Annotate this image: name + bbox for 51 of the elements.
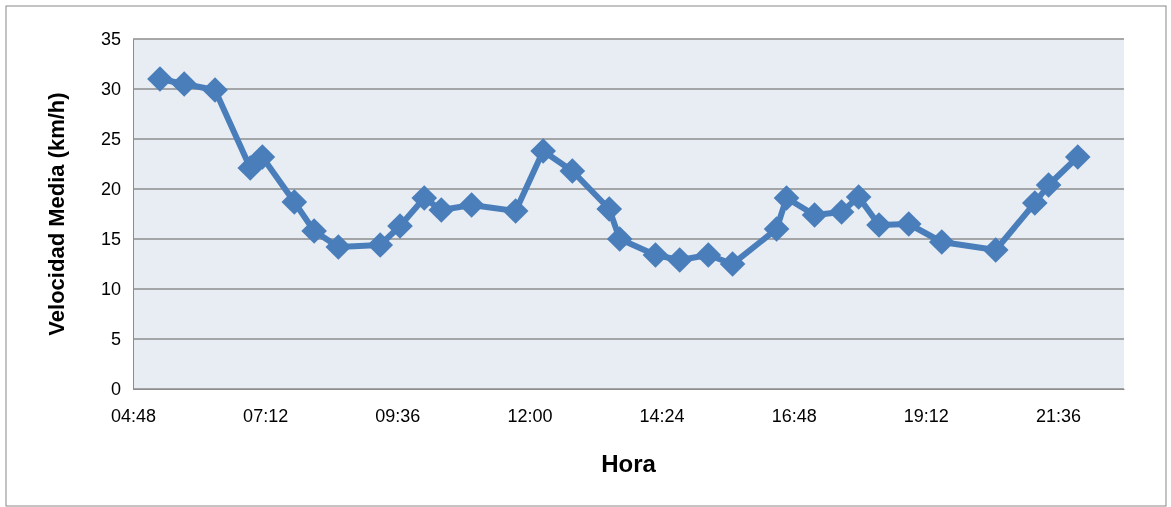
point <box>411 185 438 211</box>
y-tick-label: 5 <box>110 329 121 350</box>
x-tick-label: 21:36 <box>1035 405 1081 426</box>
point <box>596 196 623 222</box>
x-tick-label: 09:36 <box>375 405 421 426</box>
y-axis-title: Velocidad Media (km/h) <box>44 92 69 336</box>
y-tick-label: 20 <box>100 179 121 200</box>
y-tick-label: 25 <box>100 129 121 150</box>
x-tick-label: 19:12 <box>903 405 949 426</box>
point <box>719 251 746 277</box>
point <box>281 189 308 215</box>
point <box>1035 172 1062 198</box>
point <box>866 212 892 238</box>
point <box>428 197 455 223</box>
point <box>666 247 693 273</box>
point <box>895 211 922 237</box>
point <box>502 198 529 224</box>
point <box>530 138 556 164</box>
x-tick-label: 16:48 <box>771 405 817 426</box>
y-tick-label: 30 <box>100 79 121 100</box>
point <box>928 229 955 255</box>
point <box>325 234 352 260</box>
point <box>458 192 485 218</box>
point <box>202 77 228 103</box>
x-tick-label: 12:00 <box>507 405 553 426</box>
point <box>763 216 790 242</box>
point <box>249 144 276 170</box>
point <box>845 184 872 210</box>
point <box>301 218 327 244</box>
y-tick-label: 35 <box>100 29 121 50</box>
y-tick-label: 15 <box>100 229 121 250</box>
point <box>695 242 722 268</box>
point <box>559 158 586 184</box>
point <box>773 185 800 211</box>
y-tick-label: 0 <box>110 379 121 400</box>
x-tick-label: 04:48 <box>110 405 157 426</box>
x-tick-label: 07:12 <box>243 405 289 426</box>
point <box>642 242 669 268</box>
point <box>367 232 394 258</box>
point <box>387 213 413 239</box>
point <box>1064 144 1091 170</box>
point <box>171 71 198 97</box>
y-tick-label: 10 <box>100 279 121 300</box>
x-tick-label: 14:24 <box>639 405 685 426</box>
point <box>801 202 828 228</box>
point <box>606 226 633 252</box>
point <box>828 199 855 225</box>
x-axis-title: Hora <box>601 450 657 477</box>
point <box>982 237 1009 263</box>
point <box>1021 190 1048 216</box>
point <box>147 66 173 92</box>
